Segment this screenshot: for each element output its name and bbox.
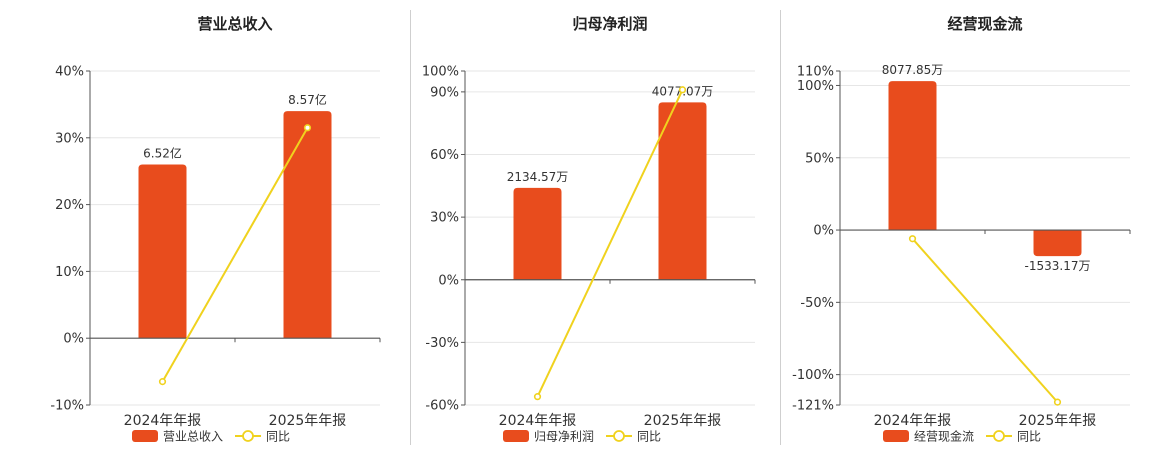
bar xyxy=(283,111,332,339)
y-tick-label: 20% xyxy=(55,198,84,213)
x-tick-label: 2024年年报 xyxy=(874,413,952,429)
y-tick-label: 0% xyxy=(63,332,84,347)
cash-flow-chart: 经营现金流 -121% -100% -50% 0% 50% 100%110% 8077.85万… xyxy=(792,15,1131,444)
yoy-line xyxy=(161,127,309,383)
legend-line-label: 同比 xyxy=(1017,430,1041,444)
y-tick-label: 10% xyxy=(55,265,84,280)
legend-bar-swatch xyxy=(883,430,909,442)
chart-title: 营业总收入 xyxy=(197,15,272,33)
legend-bar-label: 营业总收入 xyxy=(163,430,223,444)
chart-title: 经营现金流 xyxy=(947,15,1022,33)
legend-bar-swatch xyxy=(132,430,158,442)
chart-title: 归母净利润 xyxy=(572,15,647,33)
y-tick-label: 110% xyxy=(797,65,834,80)
legend-line-label: 同比 xyxy=(266,430,290,444)
y-tick-label: 60% xyxy=(430,148,459,163)
yoy-point xyxy=(1053,398,1062,406)
y-tick-label: -100% xyxy=(792,368,834,383)
bar xyxy=(138,164,187,339)
bar-data-label: 8077.85万 xyxy=(882,63,944,77)
bar-data-label: 6.52亿 xyxy=(143,146,182,161)
y-tick-label: -60% xyxy=(425,399,459,414)
y-tick-label: 0% xyxy=(438,273,459,288)
chart-panel-revenue: 营业总收入 -10% 0% 10% 20% 30% 40% 6.52亿 8.57亿 2024年年报… xyxy=(0,0,395,450)
y-tick-label: -10% xyxy=(50,399,84,414)
legend-line-label: 同比 xyxy=(637,430,661,444)
x-tick-label: 2024年年报 xyxy=(124,413,202,429)
chart-panel-cash-flow: 经营现金流 -121% -100% -50% 0% 50% 100% 110% 8077.85万… xyxy=(750,0,1145,450)
y-tick-label: 100% xyxy=(422,65,459,80)
y-tick-label: 30% xyxy=(55,131,84,146)
yoy-point xyxy=(533,393,542,401)
y-tick-label: 30% xyxy=(430,211,459,226)
bar-data-label: 8.57亿 xyxy=(288,92,327,107)
legend-line-marker xyxy=(613,430,625,442)
y-tick-label: 40% xyxy=(55,65,84,80)
legend-line-marker xyxy=(993,430,1005,442)
yoy-point xyxy=(158,378,167,386)
panel-divider xyxy=(780,10,781,445)
legend-bar-label: 经营现金流 xyxy=(914,429,974,444)
bar xyxy=(658,102,707,280)
bar-data-label: -1533.17万 xyxy=(1025,259,1091,273)
legend-bar-swatch xyxy=(503,430,529,442)
yoy-point xyxy=(678,86,687,94)
yoy-line xyxy=(536,89,684,398)
revenue-chart: 营业总收入 -10% 0% 10% 20% 30% 40% 6.52亿 8.57亿 2024年年报… xyxy=(50,15,381,444)
yoy-line xyxy=(911,238,1059,403)
chart-panel-net-profit: 归母净利润-60%-30%0%30%60%90%100%2134.57万4077… xyxy=(375,0,770,450)
y-tick-label: 90% xyxy=(430,85,459,100)
y-tick-label: -30% xyxy=(425,336,459,351)
bar xyxy=(888,81,937,231)
x-tick-label: 2025年年报 xyxy=(1019,413,1097,429)
yoy-point xyxy=(303,124,312,132)
bar xyxy=(513,187,562,280)
x-tick-label: 2025年年报 xyxy=(269,413,347,429)
y-tick-label: 0% xyxy=(813,224,834,239)
y-tick-label: 100% xyxy=(797,79,834,94)
y-tick-label: -50% xyxy=(800,296,834,311)
x-tick-label: 2025年年报 xyxy=(644,413,722,429)
yoy-point xyxy=(908,235,917,243)
y-tick-label: 50% xyxy=(805,151,834,166)
panel-divider xyxy=(410,10,411,445)
x-tick-label: 2024年年报 xyxy=(499,413,577,429)
bar-data-label: 2134.57万 xyxy=(507,170,569,184)
bar xyxy=(1033,230,1082,257)
legend-line-marker xyxy=(242,430,254,442)
net-profit-chart: 归母净利润-60%-30%0%30%60%90%100%2134.57万4077… xyxy=(422,15,756,444)
legend-bar-label: 归母净利润 xyxy=(534,430,594,444)
y-tick-label: -121% xyxy=(792,399,834,414)
